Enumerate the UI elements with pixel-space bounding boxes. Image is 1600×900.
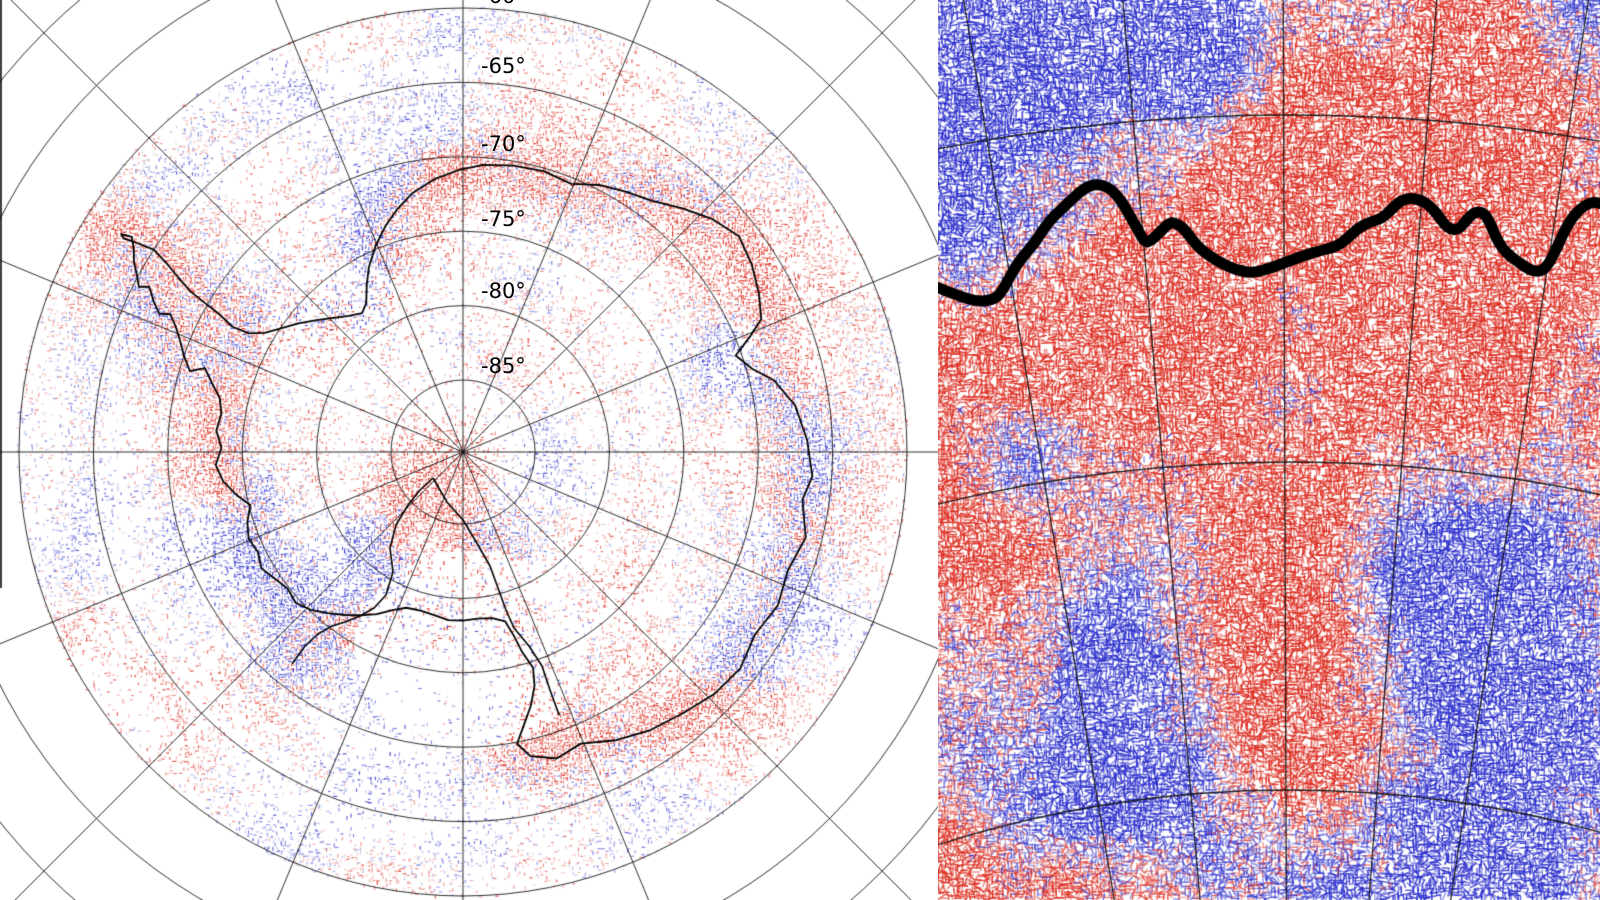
antarctica-map-panel: -60° -65° -70° -75° -80° -85° [0, 0, 938, 900]
zoom-detail-canvas [938, 0, 1600, 900]
zoom-detail-panel [938, 0, 1600, 900]
antarctica-map-canvas [0, 0, 938, 900]
